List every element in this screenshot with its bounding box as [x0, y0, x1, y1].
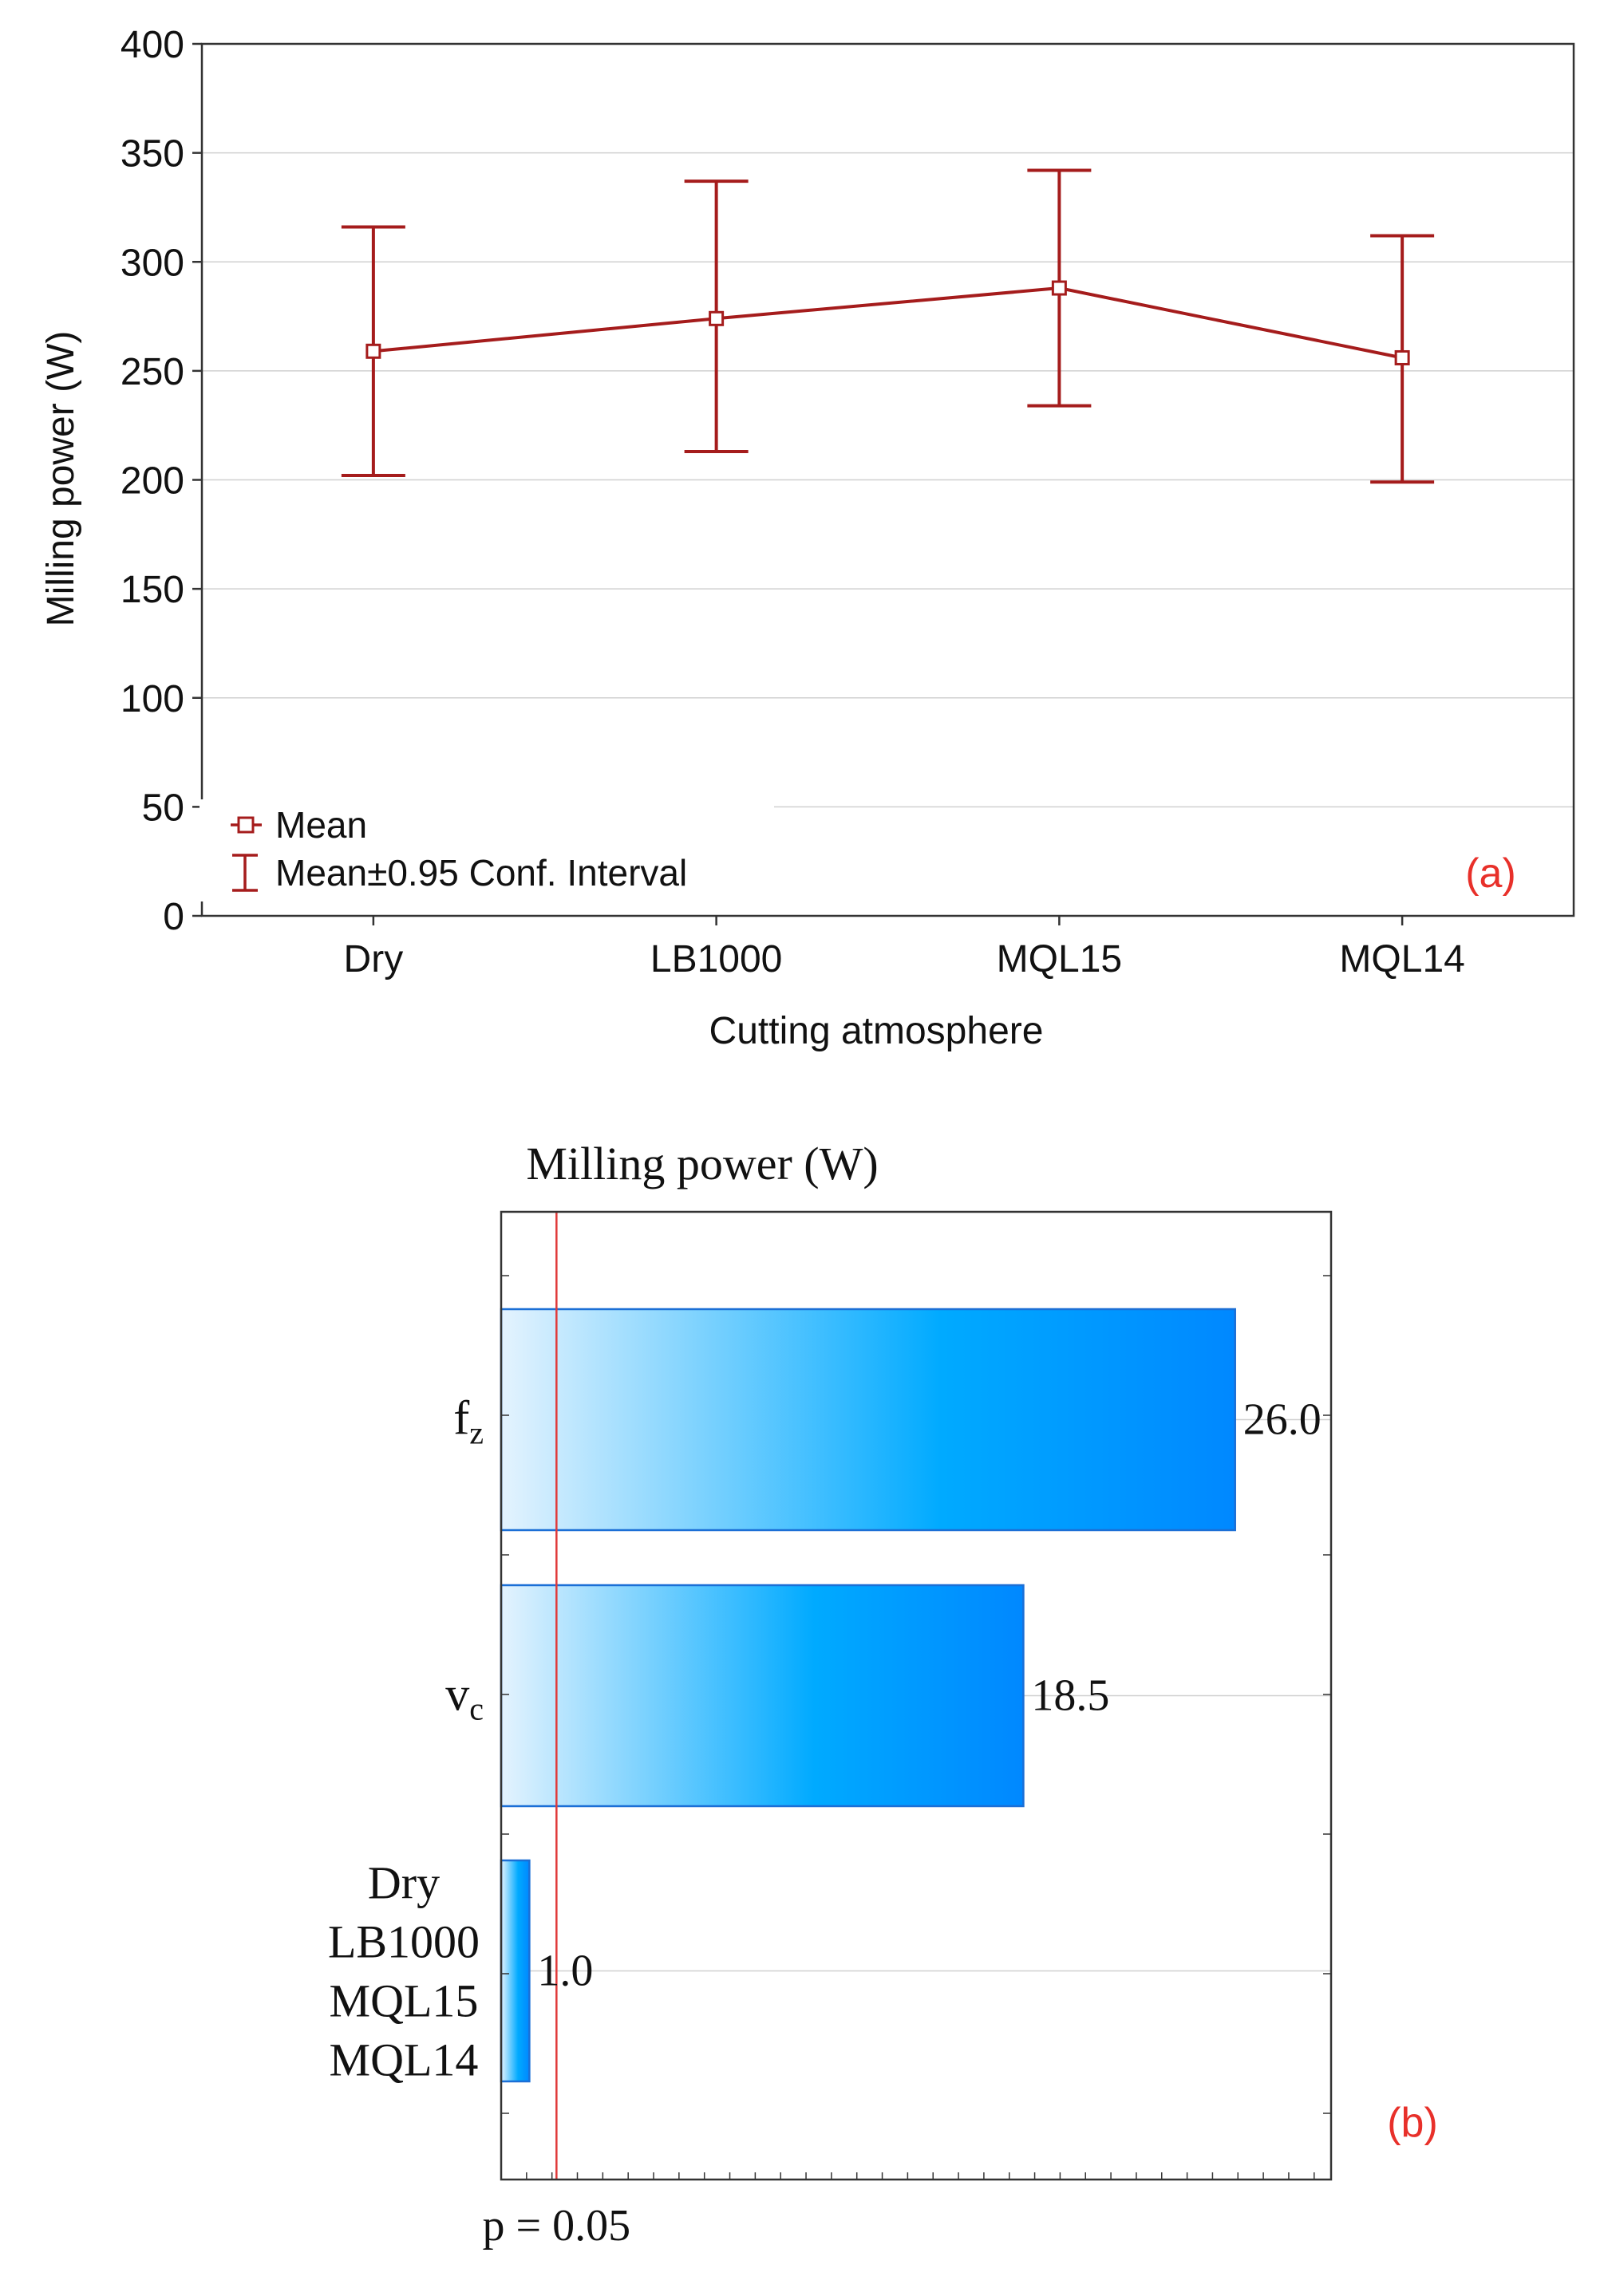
y-tick-label: 150 [121, 569, 184, 611]
mean-marker [1051, 280, 1067, 296]
y-tick-label: 400 [121, 24, 184, 66]
category-labels: fz vc Dry LB1000 MQL15 MQL14 [328, 1392, 484, 2086]
y-tick-label: 300 [121, 242, 184, 284]
grid-lines [202, 152, 1574, 808]
x-axis-label: Cutting atmosphere [709, 1010, 1044, 1052]
plot-frame [500, 1210, 1333, 2181]
category-label: LB1000 [328, 1916, 480, 1968]
legend: Mean Mean±0.95 Conf. Interval [200, 799, 774, 901]
legend-background [200, 799, 774, 901]
panel-a-chart: 0 50 100 150 200 250 300 350 400 Dry LB1000 MQL15 M… [40, 24, 1575, 1052]
value-label: 1.0 [537, 1947, 593, 1996]
mean-series-line [373, 286, 1403, 360]
value-labels: 26.0 18.5 1.0 [537, 1395, 1321, 1996]
y-tick-label: 100 [121, 678, 184, 720]
y-tick-label: 0 [163, 896, 184, 938]
category-label: fz [453, 1392, 484, 1451]
y-axis-label: Milling power (W) [40, 331, 82, 627]
legend-ci-label: Mean±0.95 Conf. Interval [275, 852, 687, 894]
panel-label-b: (b) [1387, 2100, 1438, 2146]
bar [500, 1859, 531, 2083]
mean-marker [365, 343, 381, 359]
x-tick-label: LB1000 [650, 938, 783, 980]
mean-marker [709, 310, 725, 326]
y-tick-label: 350 [121, 133, 184, 176]
category-label: MQL15 [330, 1975, 479, 2027]
bar [500, 1308, 1236, 1532]
mean-marker [1394, 349, 1410, 365]
y-tick-label: 200 [121, 460, 184, 503]
x-tick-label: MQL14 [1339, 938, 1464, 980]
legend-ci-symbol [232, 854, 258, 892]
value-label: 26.0 [1243, 1395, 1322, 1445]
error-bars [341, 168, 1435, 484]
legend-mean-symbol [231, 816, 262, 834]
reference-label: p = 0.05 [483, 2201, 631, 2251]
x-axis-ticks: Dry LB1000 MQL15 MQL14 [344, 916, 1465, 980]
mean-markers [365, 280, 1410, 365]
axis-minor-ticks [500, 1275, 1331, 2180]
panel-label-a: (a) [1465, 850, 1516, 897]
y-tick-label: 50 [142, 787, 184, 829]
bars [500, 1308, 1236, 2083]
x-tick-label: MQL15 [997, 938, 1122, 980]
legend-mean-label: Mean [275, 804, 367, 846]
panel-b-chart: Milling power (W) 26.0 18.5 1.0 fz vc Dry LB1… [328, 1138, 1438, 2251]
x-tick-label: Dry [344, 938, 404, 980]
value-label: 18.5 [1031, 1671, 1109, 1721]
category-label: vc [445, 1668, 484, 1727]
chart-title: Milling power (W) [526, 1138, 878, 1189]
y-tick-label: 250 [121, 351, 184, 393]
category-label: MQL14 [330, 2034, 479, 2086]
bar [500, 1584, 1025, 1808]
y-axis-ticks: 0 50 100 150 200 250 300 350 400 [121, 24, 202, 938]
category-label: Dry [368, 1857, 440, 1909]
